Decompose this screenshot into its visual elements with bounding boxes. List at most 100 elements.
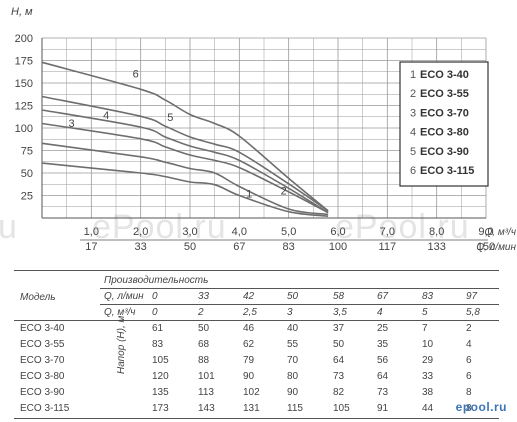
table-cell-value: 90	[243, 371, 255, 382]
table-cell-value: 25	[377, 323, 389, 334]
table-cell-value: 61	[152, 323, 164, 334]
table-row-model: ECO 3-115	[20, 403, 70, 414]
table-cell-value: 82	[333, 387, 345, 398]
table-cell-value: 105	[152, 355, 169, 366]
table-cell-value: 64	[377, 371, 389, 382]
table-cell-value: 68	[198, 339, 210, 350]
table-cell-value: 73	[333, 371, 345, 382]
curve-number-label: 4	[103, 110, 109, 122]
table-cell-value: 8	[466, 403, 472, 414]
q-m3h-label: Q, м³/ч	[104, 307, 136, 318]
table-bottom-rule	[14, 418, 499, 419]
table-row-model: ECO 3-40	[20, 323, 65, 334]
table-cell-value: 50	[333, 339, 345, 350]
table-cell-value: 33	[422, 371, 434, 382]
table-cell-value: 131	[243, 403, 260, 414]
x-tick-label-m3h: 3,0	[182, 226, 197, 238]
x-tick-label-lmin: 17	[85, 241, 97, 253]
table-top-rule	[14, 270, 499, 271]
series-line	[41, 142, 329, 216]
perf-rule	[100, 288, 499, 289]
q-lmin-value: 0	[152, 291, 158, 302]
table-cell-value: 102	[243, 387, 260, 398]
y-tick-label: 175	[15, 56, 33, 68]
table-cell-value: 38	[422, 387, 434, 398]
table-cell-value: 83	[152, 339, 164, 350]
perf-header: Производительность	[104, 275, 209, 286]
x-tick-label-m3h: 1,0	[84, 226, 99, 238]
legend-number: 4	[410, 127, 416, 139]
curve-number-label: 6	[133, 69, 139, 81]
x-tick-label-m3h: 6,0	[330, 226, 345, 238]
table-cell-value: 135	[152, 387, 169, 398]
table-cell-value: 35	[377, 339, 389, 350]
x-tick-label-lmin: 83	[283, 241, 295, 253]
watermark-left: u	[0, 208, 18, 246]
table-cell-value: 6	[466, 371, 472, 382]
legend-entry: ECO 3-115	[420, 165, 474, 177]
curve-number-label: 5	[167, 112, 173, 124]
legend-number: 5	[410, 146, 416, 158]
series-line	[41, 122, 329, 214]
table-cell-value: 62	[243, 339, 255, 350]
table-cell-value: 40	[287, 323, 299, 334]
x-tick-label-lmin: 33	[135, 241, 147, 253]
x-tick-label-m3h: 7,0	[380, 226, 395, 238]
y-axis-label: H, м	[11, 6, 33, 18]
q-m3h-value: 5	[422, 307, 428, 318]
table-cell-value: 70	[287, 355, 299, 366]
q-m3h-value: 2	[198, 307, 204, 318]
x-tick-label-m3h: 2,0	[133, 226, 148, 238]
table-cell-value: 143	[198, 403, 215, 414]
y-tick-label: 150	[15, 78, 33, 90]
q-m3h-value: 3	[287, 307, 293, 318]
q-lmin-value: 42	[243, 291, 255, 302]
y-tick-label: 125	[15, 101, 33, 113]
y-tick-label: 100	[15, 123, 33, 135]
x-tick-label-lmin: 50	[184, 241, 196, 253]
series-line	[41, 162, 329, 217]
q-lmin-value: 50	[287, 291, 299, 302]
curve-number-label: 3	[69, 118, 75, 130]
table-cell-value: 79	[243, 355, 255, 366]
table-cell-value: 173	[152, 403, 169, 414]
table-cell-value: 64	[333, 355, 345, 366]
q-m3h-value: 3,5	[333, 307, 347, 318]
table-cell-value: 7	[422, 323, 428, 334]
x-tick-label-m3h: 9,0	[478, 226, 493, 238]
table-cell-value: 101	[198, 371, 215, 382]
q-lmin-rule	[100, 304, 499, 305]
q-lmin-value: 83	[422, 291, 434, 302]
q-lmin-value: 58	[333, 291, 345, 302]
brand-logo: epool.ru	[455, 400, 507, 414]
curve-number-label: 2	[281, 186, 287, 198]
table-cell-value: 80	[287, 371, 299, 382]
legend-entry: ECO 3-55	[420, 88, 469, 100]
table-cell-value: 29	[422, 355, 434, 366]
x-tick-label-m3h: 8,0	[429, 226, 444, 238]
q-lmin-value: 33	[198, 291, 210, 302]
x-tick-label-lmin: 117	[379, 241, 397, 253]
series-line	[41, 95, 329, 212]
table-row-model: ECO 3-70	[20, 355, 65, 366]
table-cell-value: 56	[377, 355, 389, 366]
x-tick-label-lmin: 133	[427, 241, 445, 253]
table-cell-value: 115	[287, 403, 303, 414]
table-row-model: ECO 3-80	[20, 371, 65, 382]
q-lmin-value: 97	[466, 291, 478, 302]
table-cell-value: 50	[198, 323, 210, 334]
q-m3h-value: 0	[152, 307, 158, 318]
legend-entry: ECO 3-80	[420, 127, 469, 139]
table-row-model: ECO 3-90	[20, 387, 65, 398]
table-cell-value: 46	[243, 323, 255, 334]
q-m3h-value: 4	[377, 307, 383, 318]
table-cell-value: 88	[198, 355, 210, 366]
series-line	[41, 109, 329, 214]
q-m3h-value: 2,5	[243, 307, 257, 318]
table-cell-value: 113	[198, 387, 214, 398]
y-tick-label: 25	[21, 191, 33, 203]
table-cell-value: 2	[466, 323, 472, 334]
q-lmin-label: Q, л/мин	[104, 291, 144, 302]
table-row-model: ECO 3-55	[20, 339, 65, 350]
